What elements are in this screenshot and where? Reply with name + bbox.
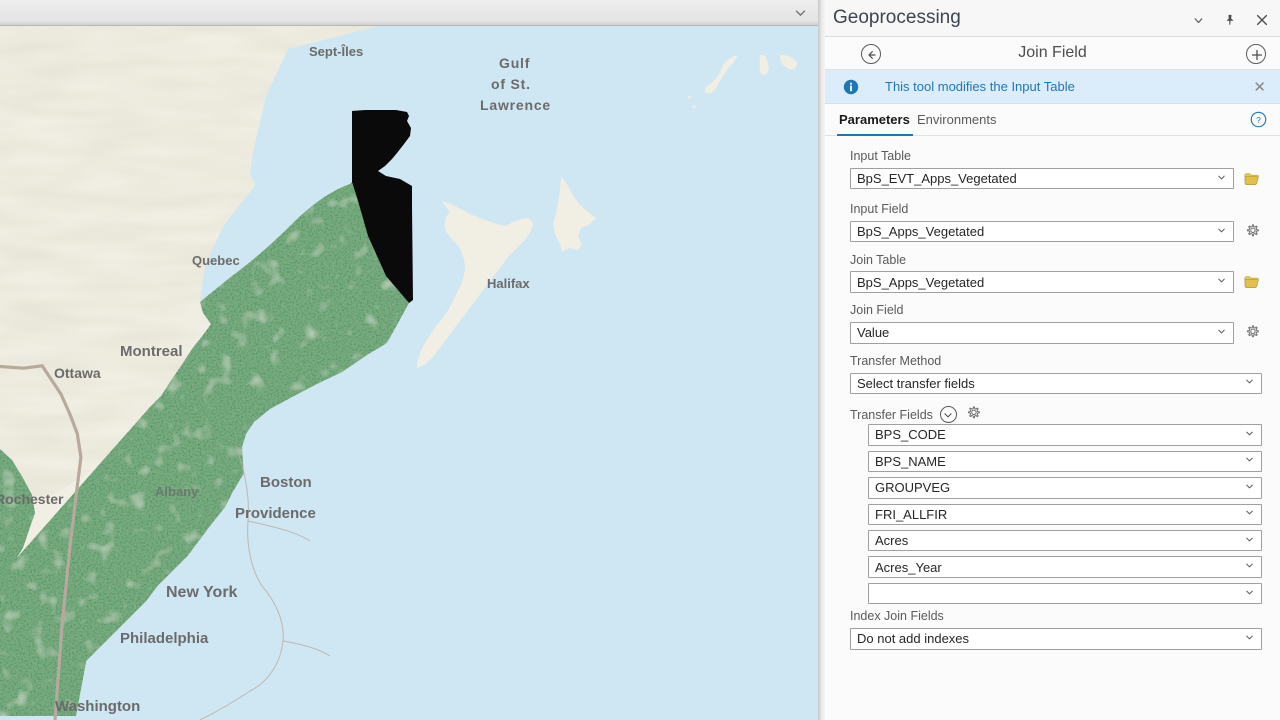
- svg-text:?: ?: [1256, 115, 1261, 125]
